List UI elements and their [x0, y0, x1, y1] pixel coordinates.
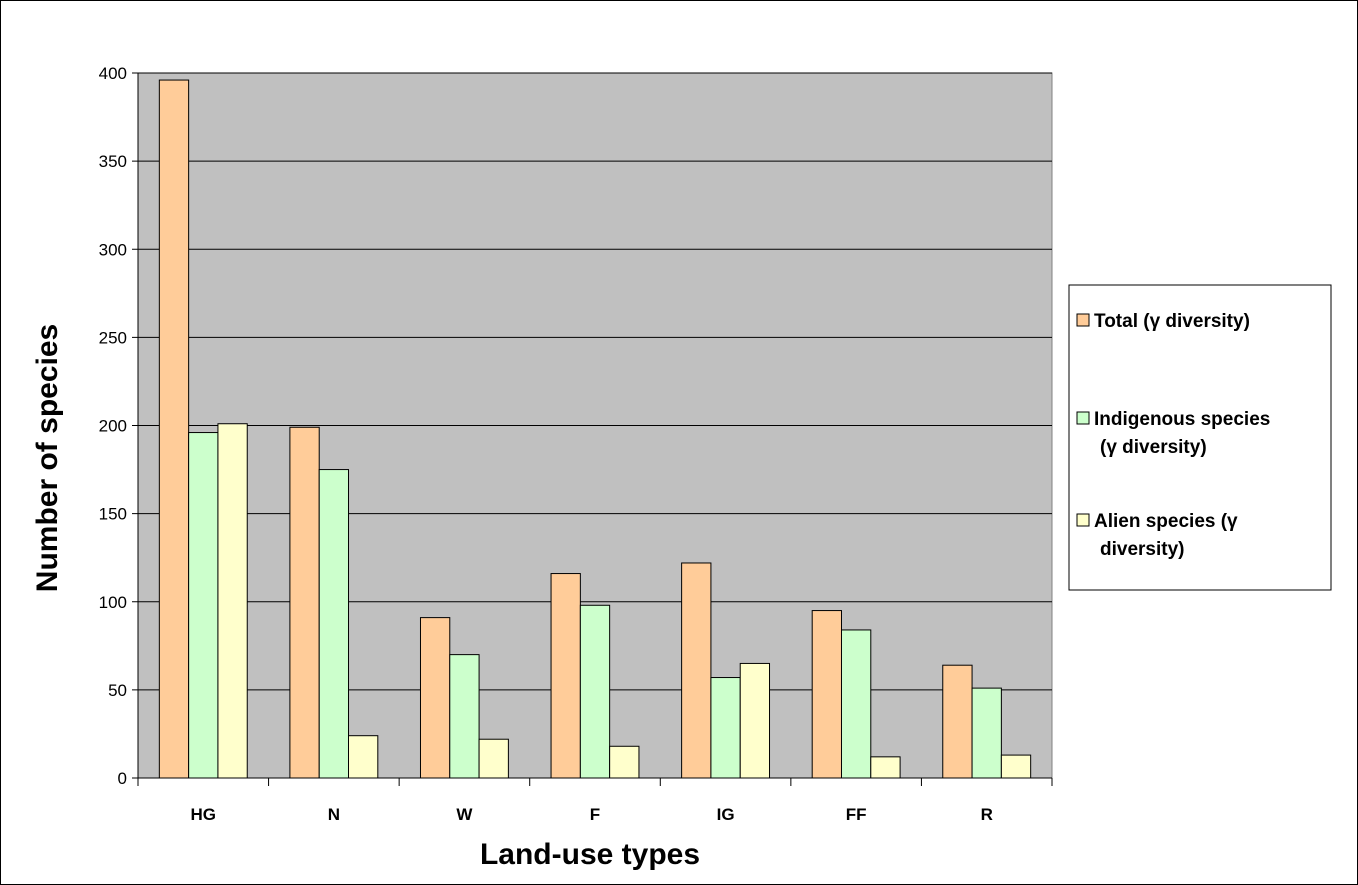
bar-IG-1	[710, 677, 741, 779]
legend-swatch	[1076, 513, 1090, 527]
bar-FF-1	[840, 629, 872, 779]
x-tick-label: FF	[846, 805, 867, 824]
y-tick-labels: 0 50 100 150 200 250 300 350 400	[99, 64, 127, 788]
bar-R-1	[971, 687, 1002, 779]
x-tick-label: R	[981, 805, 993, 824]
legend-label: (γ diversity)	[1100, 437, 1207, 458]
y-tick-label: 400	[99, 64, 127, 83]
bar-IG-2	[739, 662, 771, 779]
bar-N-2	[348, 735, 379, 779]
bar-IG-0	[681, 562, 712, 779]
y-tick-label: 350	[99, 152, 127, 171]
x-tick-labels: HG N W F IG FF R	[191, 805, 993, 824]
axes	[132, 72, 1053, 786]
legend-swatch	[1076, 411, 1090, 425]
legend-label: Total (γ diversity)	[1094, 311, 1250, 332]
bar-FF-2	[870, 756, 901, 779]
bar-R-0	[942, 664, 973, 779]
y-axis-title: Number of species	[31, 324, 64, 592]
bar-HG-0	[158, 79, 190, 779]
bar-W-2	[478, 738, 509, 779]
bar-F-0	[550, 573, 581, 779]
bar-R-2	[1000, 754, 1032, 779]
bar-HG-2	[217, 423, 248, 779]
x-axis-title: Land-use types	[480, 838, 700, 871]
bar-W-1	[449, 654, 480, 779]
y-tick-label: 300	[99, 240, 127, 259]
x-tick-label: N	[328, 805, 340, 824]
y-tick-label: 50	[108, 681, 127, 700]
y-tick-label: 100	[99, 593, 127, 612]
bars	[158, 79, 1032, 779]
y-tick-label: 200	[99, 417, 127, 436]
y-tick-label: 250	[99, 328, 127, 347]
bar-FF-0	[811, 610, 842, 779]
y-tick-label: 150	[99, 505, 127, 524]
legend-label: Indigenous species	[1094, 409, 1270, 430]
x-tick-label: IG	[717, 805, 735, 824]
legend-box	[1068, 284, 1332, 591]
x-tick-label: HG	[191, 805, 217, 824]
legend: Total (γ diversity) Indigenous species (γ …	[1068, 284, 1332, 591]
bar-F-2	[609, 745, 640, 779]
bar-HG-1	[188, 432, 219, 779]
bar-F-1	[579, 604, 611, 779]
legend-label: diversity)	[1100, 539, 1184, 560]
y-tick-label: 0	[118, 769, 127, 788]
bar-N-0	[289, 426, 320, 779]
legend-label: Alien species (γ	[1094, 511, 1238, 532]
bar-W-0	[419, 617, 451, 779]
x-tick-label: F	[590, 805, 600, 824]
bar-N-1	[318, 469, 350, 779]
legend-swatch	[1076, 313, 1090, 327]
x-tick-label: W	[456, 805, 473, 824]
